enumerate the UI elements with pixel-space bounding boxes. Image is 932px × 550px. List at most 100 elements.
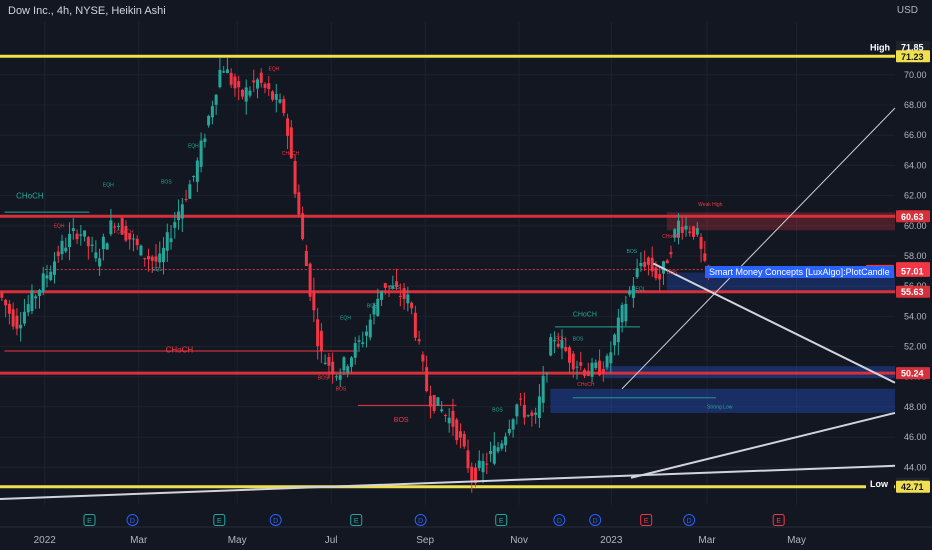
candle-body: [75, 233, 79, 240]
candle-body: [425, 367, 429, 392]
earnings-icon: [772, 514, 785, 526]
candle-body: [146, 256, 150, 260]
y-tick-label: 70.00: [904, 70, 927, 80]
candle-body: [571, 353, 575, 370]
price-badge: [896, 480, 930, 493]
smc-label: BOS: [161, 180, 172, 186]
y-tick-label: 48.00: [904, 402, 927, 412]
candle-body: [646, 257, 650, 265]
candle-body: [462, 433, 466, 447]
currency-label: USD: [896, 5, 918, 16]
candle-body: [428, 395, 432, 407]
candle-body: [575, 366, 579, 368]
candle-body: [676, 220, 680, 238]
price-badge: [896, 264, 930, 277]
candle-body: [150, 256, 154, 261]
candle-body: [131, 238, 135, 240]
candle-body: [135, 238, 139, 246]
candle-body: [665, 260, 669, 264]
candle-body: [26, 304, 30, 313]
candle-body: [158, 253, 162, 263]
smc-label: BOS: [492, 407, 503, 413]
candle-body: [139, 245, 143, 256]
candle-body: [549, 337, 553, 356]
candle-body: [278, 99, 282, 103]
y-tick-label: 60.00: [904, 221, 927, 231]
trendline: [652, 262, 896, 384]
candle-body: [579, 362, 583, 366]
dividend-icon: [414, 514, 427, 526]
indicator-tooltip: Smart Money Concepts [LuxAlgo]:PlotCandl…: [705, 266, 894, 278]
earnings-icon: [213, 514, 226, 526]
candle-body: [301, 213, 305, 240]
candle-body: [304, 251, 308, 266]
candle-body: [71, 228, 75, 232]
candle-body: [162, 247, 166, 263]
smc-label: Strong Low: [707, 404, 733, 410]
smc-label: CHoCH: [577, 382, 595, 388]
candle-body: [214, 94, 218, 105]
candle-body: [496, 447, 500, 452]
smc-label: BOS: [318, 376, 329, 382]
candle-body: [263, 83, 267, 88]
candle-body: [616, 317, 620, 343]
dividend-icon: [683, 514, 696, 526]
candle-body: [613, 334, 617, 346]
event-marker-label: D: [418, 518, 423, 525]
candle-body: [481, 461, 485, 473]
candle-body: [692, 226, 696, 237]
candle-body: [105, 243, 109, 250]
candle-body: [466, 450, 470, 469]
candle-body: [695, 228, 699, 235]
x-tick-label: 2022: [34, 535, 57, 546]
candle-body: [34, 296, 38, 299]
candle-body: [237, 81, 241, 88]
y-tick-label: 64.00: [904, 160, 927, 170]
event-marker-label: E: [499, 518, 504, 525]
candle-body: [169, 238, 173, 243]
candle-body: [203, 138, 207, 142]
smc-label: EQH: [54, 223, 65, 229]
candle-body: [383, 283, 387, 288]
y-tick-label: 58.00: [904, 251, 927, 261]
candle-body: [421, 354, 425, 362]
candle-body: [703, 253, 707, 261]
candle-body: [207, 115, 211, 126]
candle-body: [109, 220, 113, 235]
candle-body: [609, 352, 613, 364]
price-badge: [896, 50, 930, 63]
candle-body: [222, 71, 226, 73]
candle-body: [346, 366, 350, 373]
event-marker-label: E: [217, 518, 222, 525]
candle-body: [552, 340, 556, 342]
price-badge-value: 57.01: [901, 266, 924, 276]
candle-body: [590, 362, 594, 377]
y-tick-label: 68.00: [904, 100, 927, 110]
trendline: [630, 411, 896, 479]
candle-body: [165, 232, 169, 251]
candle-body: [376, 298, 380, 316]
smc-label: EQH: [188, 143, 199, 149]
candle-body: [688, 231, 692, 234]
candle-body: [526, 415, 530, 417]
price-badge-value: 55.63: [901, 287, 924, 297]
smc-label: EQL: [152, 267, 162, 273]
candle-body: [282, 98, 286, 114]
candle-body: [177, 211, 181, 221]
smc-label: EQH: [340, 315, 351, 321]
candle-body: [56, 251, 60, 257]
price-badge: [896, 285, 930, 298]
price-badge-value: 50.24: [901, 369, 924, 379]
candle-body: [293, 161, 297, 194]
trendline: [0, 464, 896, 500]
candle-body: [225, 69, 229, 73]
candle-body: [455, 419, 459, 441]
candle-body: [180, 204, 184, 219]
candle-body: [349, 357, 353, 367]
smc-label: CHoCH: [166, 346, 194, 355]
candle-body: [53, 261, 57, 275]
candle-body: [173, 222, 177, 228]
candle-body: [128, 233, 132, 240]
candle-body: [192, 175, 196, 177]
